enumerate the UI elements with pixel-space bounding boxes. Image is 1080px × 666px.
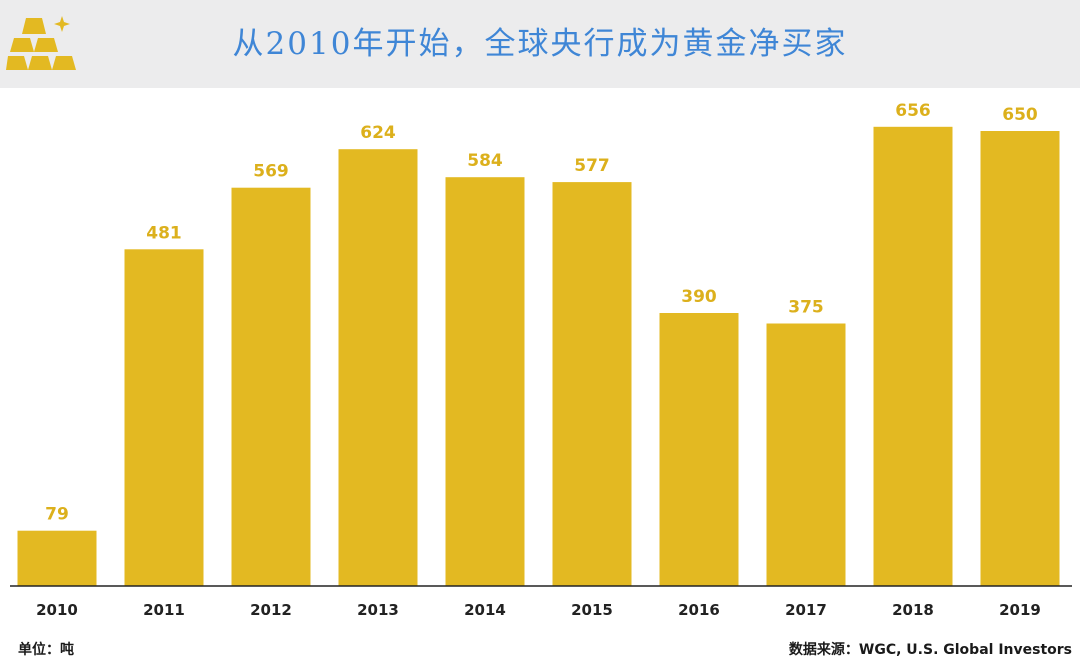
x-tick-2017: 2017 xyxy=(785,601,827,619)
x-tick-2011: 2011 xyxy=(143,601,185,619)
data-label-2013: 624 xyxy=(360,123,396,143)
gold-bars-icon xyxy=(6,16,76,70)
bar-2014 xyxy=(445,177,525,586)
x-tick-2010: 2010 xyxy=(36,601,78,619)
data-label-2010: 79 xyxy=(45,505,69,525)
data-label-2016: 390 xyxy=(681,287,717,307)
x-tick-2013: 2013 xyxy=(357,601,399,619)
source-note: 数据来源：WGC, U.S. Global Investors xyxy=(788,642,1072,658)
x-tick-2019: 2019 xyxy=(999,601,1041,619)
data-label-2011: 481 xyxy=(146,223,182,243)
bar-2011 xyxy=(124,249,204,587)
x-tick-2018: 2018 xyxy=(892,601,934,619)
bar-2018 xyxy=(873,126,953,587)
bar-2012 xyxy=(231,187,311,586)
bar-2016 xyxy=(659,313,739,586)
data-label-2014: 584 xyxy=(467,151,503,171)
x-tick-2016: 2016 xyxy=(678,601,720,619)
unit-note: 单位：吨 xyxy=(18,642,74,658)
data-label-2012: 569 xyxy=(253,162,289,182)
data-label-2018: 656 xyxy=(895,101,931,121)
data-label-2017: 375 xyxy=(788,298,824,318)
header-bar: 从2010年开始，全球央行成为黄金净买家 xyxy=(0,0,1080,88)
bar-2019 xyxy=(980,131,1060,586)
bar-2017 xyxy=(766,323,846,586)
x-tick-2014: 2014 xyxy=(464,601,506,619)
bar-2010 xyxy=(17,530,97,586)
bar-2015 xyxy=(552,182,632,586)
x-tick-2015: 2015 xyxy=(571,601,613,619)
data-label-2015: 577 xyxy=(574,156,610,176)
bar-2013 xyxy=(338,149,418,586)
x-tick-2012: 2012 xyxy=(250,601,292,619)
x-tick-labels: 2010 2011 2012 2013 2014 2015 2016 2017 2018 2019 xyxy=(36,601,1041,619)
bars-layer: 79 481 569 624 584 577 390 375 656 650 xyxy=(17,101,1060,587)
data-label-2019: 650 xyxy=(1002,105,1038,125)
chart-title: 从2010年开始，全球央行成为黄金净买家 xyxy=(232,26,848,62)
